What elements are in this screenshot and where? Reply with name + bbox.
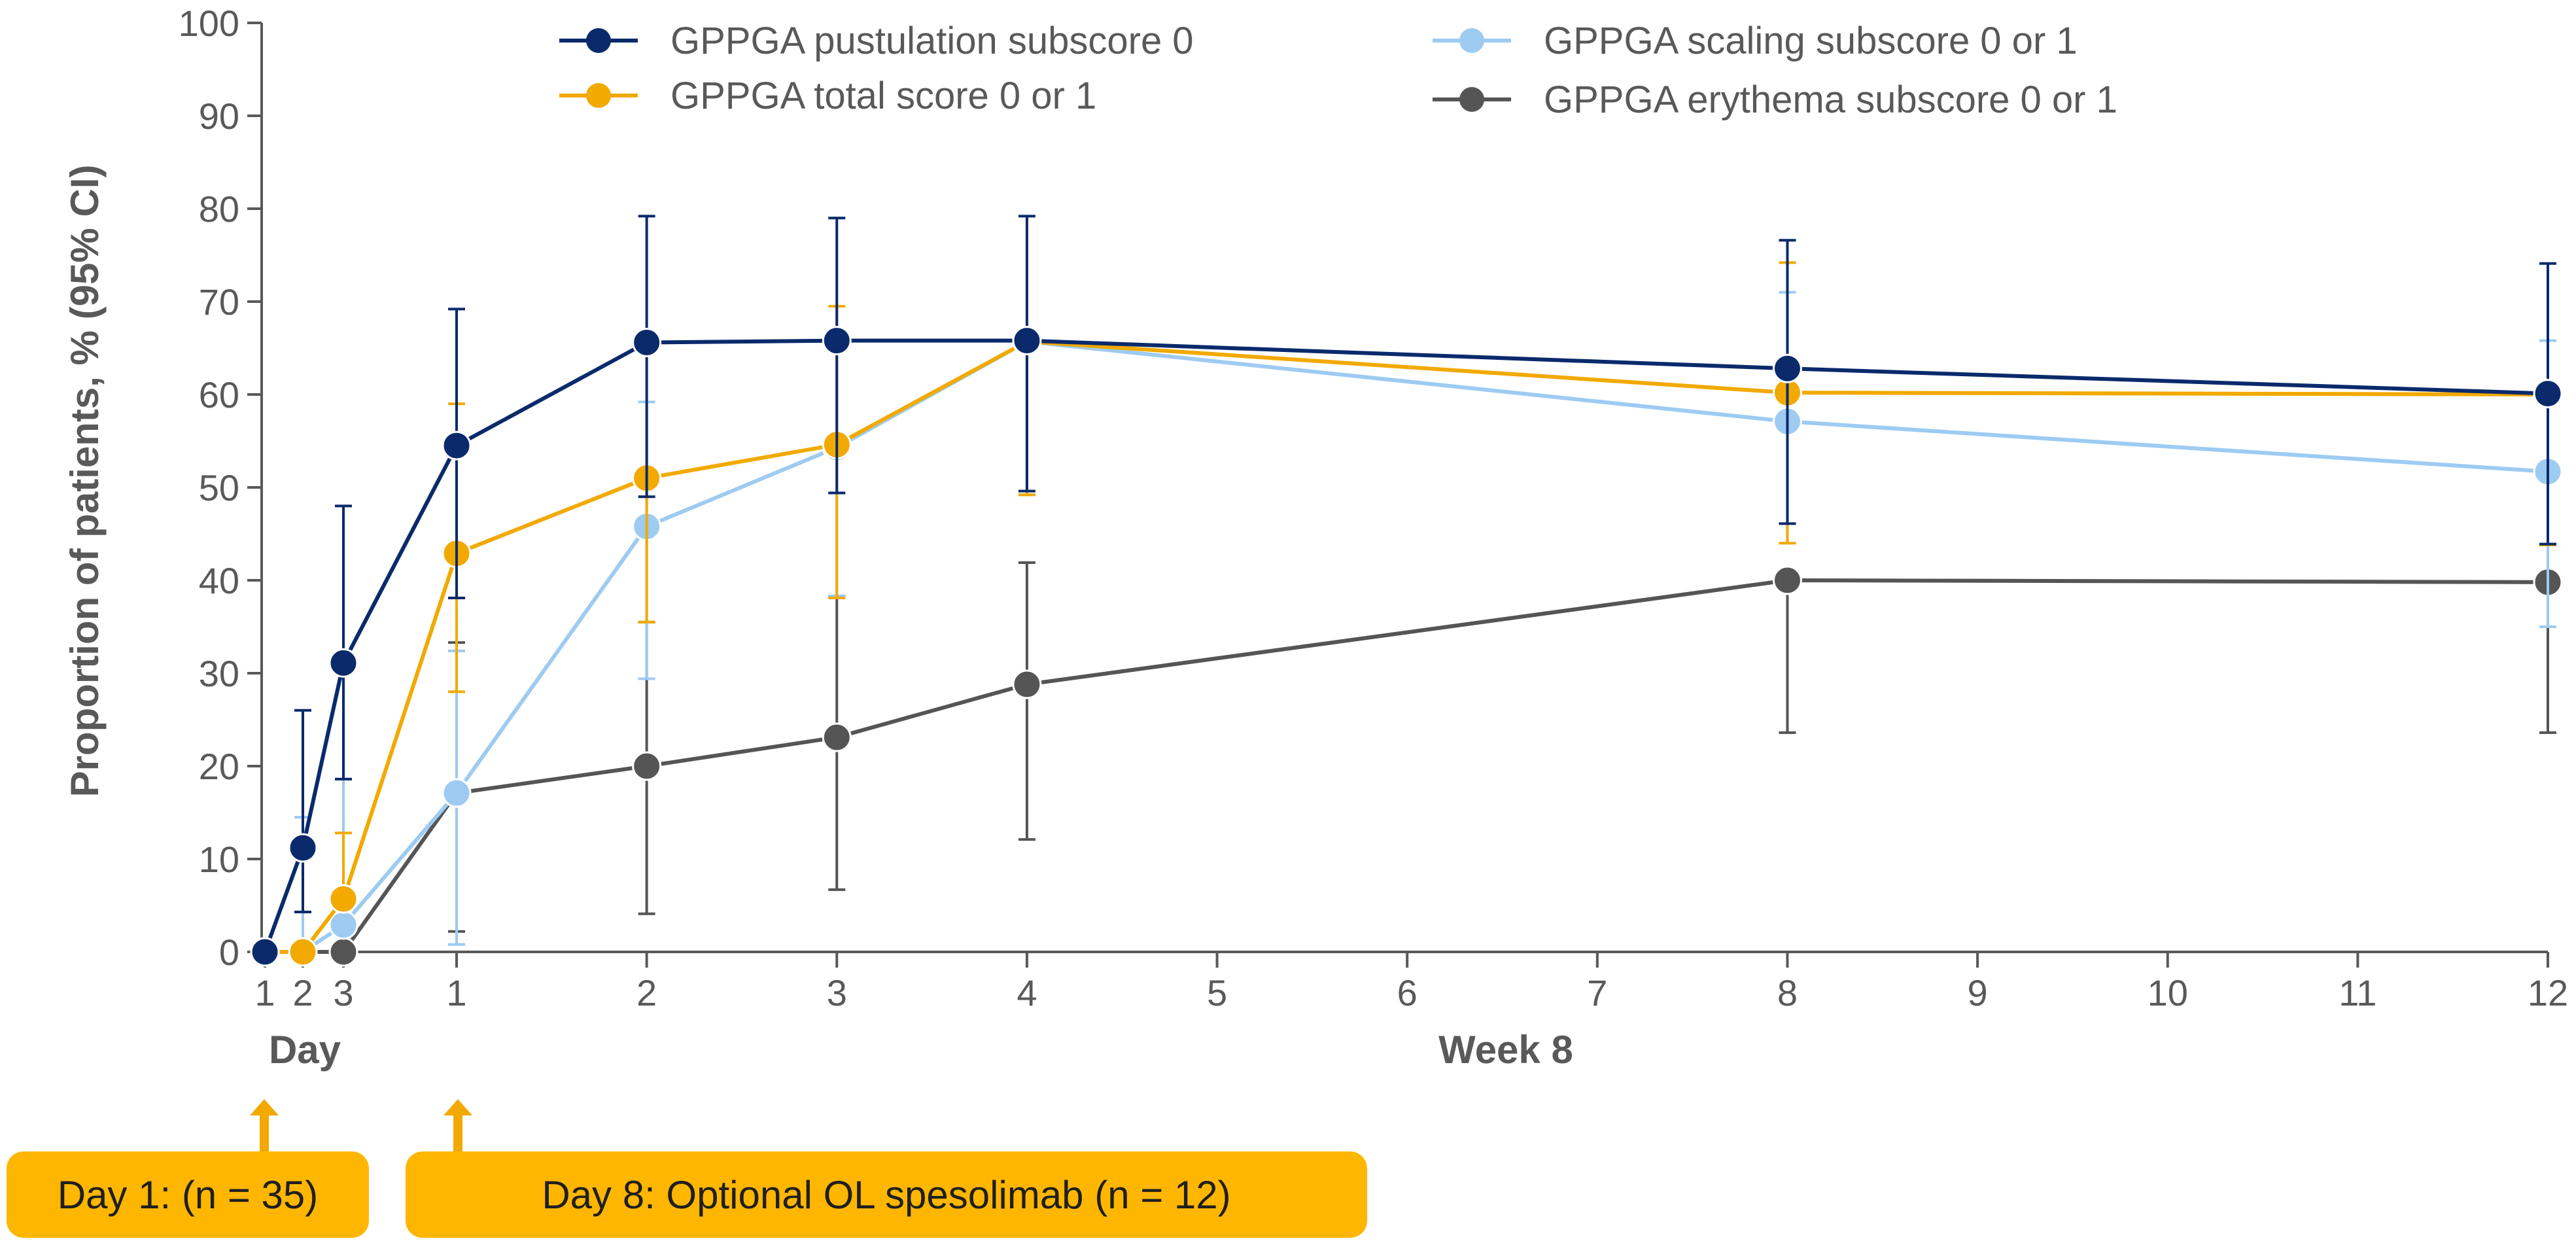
legend-label: GPPGA erythema subscore 0 or 1 — [1544, 79, 2117, 121]
legend-marker — [586, 28, 611, 53]
y-axis: 0 10 20 30 40 50 60 70 80 90 100 — [179, 3, 263, 973]
data-point — [1012, 326, 1042, 356]
data-point — [442, 430, 472, 461]
y-tick-label: 60 — [199, 374, 239, 415]
x-tick-label: 2 — [292, 972, 313, 1013]
legend-marker — [1459, 28, 1484, 53]
data-point — [328, 937, 358, 967]
data-point — [442, 778, 472, 808]
legend-marker — [586, 83, 611, 108]
series-line — [265, 340, 2549, 954]
y-tick-label: 70 — [199, 281, 239, 323]
y-tick-label: 20 — [199, 746, 239, 787]
data-point — [822, 326, 852, 356]
x-tick-label: 1 — [254, 972, 275, 1013]
legend-label: GPPGA pustulation subscore 0 — [670, 20, 1194, 62]
callout-arrow-day1 — [250, 1099, 279, 1153]
x-tick-label: 4 — [1017, 972, 1037, 1013]
x-tick-label: 8 — [1777, 972, 1798, 1013]
x-tick-label: 7 — [1587, 972, 1607, 1013]
series-line — [265, 578, 2549, 954]
series-gppga-erythema-subscore-0-or-1 — [250, 561, 2563, 967]
y-tick-label: 100 — [179, 3, 239, 44]
series-line — [263, 338, 2549, 953]
x-group-label-week: Week 8 — [1438, 1028, 1573, 1072]
x-tick-label: 3 — [333, 972, 353, 1013]
x-tick-label: 11 — [2339, 972, 2376, 1013]
y-axis-label: Proportion of patients, % (95% CI) — [63, 165, 107, 798]
data-point — [822, 722, 852, 752]
x-tick-label: 1 — [446, 972, 466, 1013]
legend-item: GPPGA scaling subscore 0 or 1 — [1433, 20, 2078, 62]
callout-day1-text: Day 1: (n = 35) — [57, 1172, 319, 1217]
y-tick-label: 40 — [199, 560, 239, 601]
series-gppga-pustulation-subscore-0 — [250, 215, 2563, 967]
data-point — [328, 910, 358, 940]
x-axis: 1 2 3 1 2 3 4 5 6 7 8 9 10 11 12 — [254, 951, 2568, 1013]
data-point — [288, 833, 318, 863]
x-tick-label: 12 — [2528, 972, 2568, 1013]
legend-label: GPPGA scaling subscore 0 or 1 — [1544, 20, 2078, 62]
y-tick-label: 10 — [199, 839, 239, 880]
legend: GPPGA pustulation subscore 0 GPPGA total … — [559, 20, 2117, 121]
legend-label: GPPGA total score 0 or 1 — [670, 75, 1096, 117]
callout-day8-text: Day 8: Optional OL spesolimab (n = 12) — [542, 1172, 1231, 1217]
y-tick-label: 90 — [199, 96, 239, 137]
y-tick-label: 0 — [219, 932, 239, 973]
y-tick-label: 80 — [199, 188, 239, 230]
series-group — [250, 215, 2563, 967]
legend-item: GPPGA erythema subscore 0 or 1 — [1433, 79, 2117, 121]
data-point — [328, 884, 358, 914]
callout-day1: Day 1: (n = 35) — [7, 1151, 369, 1238]
x-tick-label: 6 — [1397, 972, 1418, 1013]
data-point — [632, 751, 662, 781]
y-tick-label: 30 — [199, 653, 239, 694]
data-point — [2533, 379, 2563, 409]
x-tick-label: 9 — [1968, 972, 1988, 1013]
series-line — [265, 340, 2549, 954]
legend-item: GPPGA total score 0 or 1 — [559, 75, 1096, 117]
legend-item: GPPGA pustulation subscore 0 — [559, 20, 1194, 62]
legend-marker — [1459, 87, 1484, 112]
callout-arrow-day8 — [444, 1099, 472, 1153]
callout-day8: Day 8: Optional OL spesolimab (n = 12) — [406, 1151, 1367, 1238]
data-point — [1012, 669, 1042, 699]
x-tick-label: 3 — [827, 972, 847, 1013]
data-point — [250, 937, 280, 967]
data-point — [288, 937, 318, 967]
x-group-label-day: Day — [269, 1028, 341, 1072]
data-point — [1772, 353, 1802, 383]
data-point — [328, 648, 358, 678]
x-tick-label: 5 — [1207, 972, 1227, 1013]
x-tick-label: 2 — [636, 972, 657, 1013]
x-tick-label: 10 — [2148, 972, 2188, 1013]
data-point — [1772, 565, 1802, 595]
y-tick-label: 50 — [199, 467, 239, 508]
data-point — [632, 327, 662, 357]
